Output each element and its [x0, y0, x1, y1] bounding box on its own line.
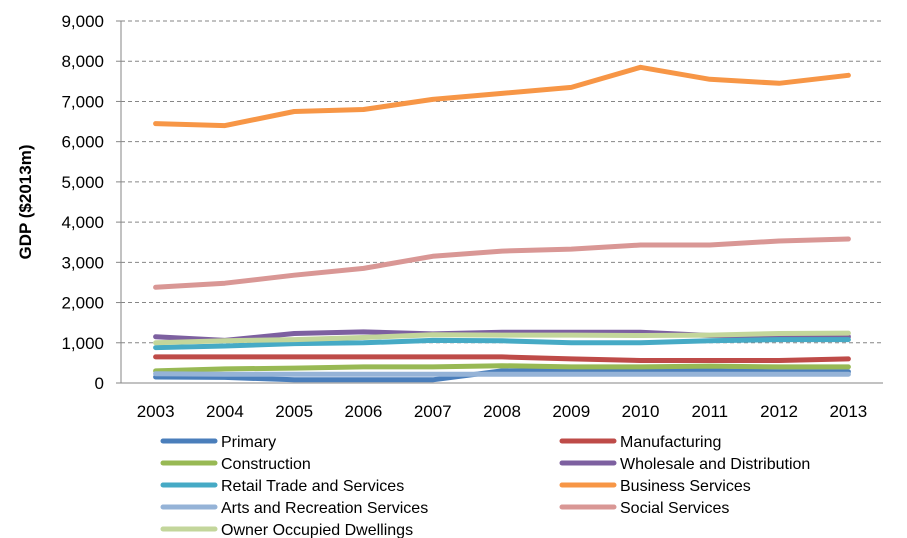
- y-tick-label: 5,000: [61, 173, 104, 192]
- x-tick-label: 2013: [829, 402, 867, 421]
- x-tick-label: 2004: [206, 402, 244, 421]
- legend-label: Wholesale and Distribution: [620, 456, 810, 473]
- legend-item: Arts and Recreation Services: [160, 500, 428, 517]
- legend-label: Primary: [221, 434, 276, 451]
- y-axis-title: GDP ($2013m): [16, 145, 35, 260]
- legend-item: Owner Occupied Dwellings: [160, 522, 413, 538]
- series-line-owner-occupied-dwellings: [153, 330, 851, 346]
- series-line-business-services: [153, 64, 851, 129]
- legend-item: Manufacturing: [559, 434, 721, 451]
- series-line-arts-and-recreation-services: [153, 371, 851, 377]
- legend-item: Social Services: [559, 500, 729, 517]
- series-lines: [153, 64, 851, 383]
- legend-item: Business Services: [559, 478, 751, 495]
- y-tick-label: 2,000: [61, 294, 104, 313]
- series-line-social-services: [153, 236, 851, 290]
- x-tick-label: 2011: [692, 402, 729, 421]
- legend-label: Social Services: [620, 500, 729, 517]
- x-tick-label: 2010: [622, 402, 660, 421]
- series-line-retail-trade-and-services: [153, 337, 851, 351]
- y-tick-label: 3,000: [61, 253, 104, 272]
- y-tick-label: 4,000: [61, 213, 104, 232]
- legend-label: Owner Occupied Dwellings: [221, 522, 413, 538]
- series-line-manufacturing: [153, 354, 851, 363]
- legend-label: Construction: [221, 456, 311, 473]
- series-line-construction: [153, 363, 851, 374]
- x-tick-label: 2003: [137, 402, 175, 421]
- x-tick-label: 2007: [414, 402, 452, 421]
- legend-item: Construction: [160, 456, 311, 473]
- legend-item: Retail Trade and Services: [160, 478, 404, 495]
- grid-lines: [121, 20, 883, 344]
- x-tick-label: 2008: [483, 402, 521, 421]
- y-tick-label: 0: [95, 374, 104, 393]
- y-tick-label: 9,000: [61, 12, 104, 31]
- x-tick-label: 2005: [275, 402, 313, 421]
- y-tick-label: 6,000: [61, 133, 104, 152]
- legend-label: Retail Trade and Services: [221, 478, 404, 495]
- y-tick-label: 8,000: [61, 52, 104, 71]
- legend-label: Business Services: [620, 478, 751, 495]
- axes: [116, 20, 883, 384]
- y-tick-label: 7,000: [61, 92, 104, 111]
- x-tick-labels: 2003 2004 2005 2006 2007 2008 2009 2010 2011 2012…: [137, 402, 868, 421]
- legend-label: Manufacturing: [620, 434, 721, 451]
- y-tick-labels: 0 1,000 2,000 3,000 4,000 5,000 6,000 7,000 8,00…: [61, 12, 104, 393]
- legend-item: Primary: [160, 434, 276, 451]
- legend-label: Arts and Recreation Services: [221, 500, 428, 517]
- y-tick-label: 1,000: [61, 334, 104, 353]
- legend-item: Wholesale and Distribution: [559, 456, 810, 473]
- x-tick-label: 2006: [345, 402, 383, 421]
- x-tick-label: 2012: [760, 402, 798, 421]
- series-line-primary: [153, 368, 851, 383]
- legend: Primary Manufacturing Construction Wholesal…: [160, 434, 810, 538]
- x-tick-label: 2009: [552, 402, 590, 421]
